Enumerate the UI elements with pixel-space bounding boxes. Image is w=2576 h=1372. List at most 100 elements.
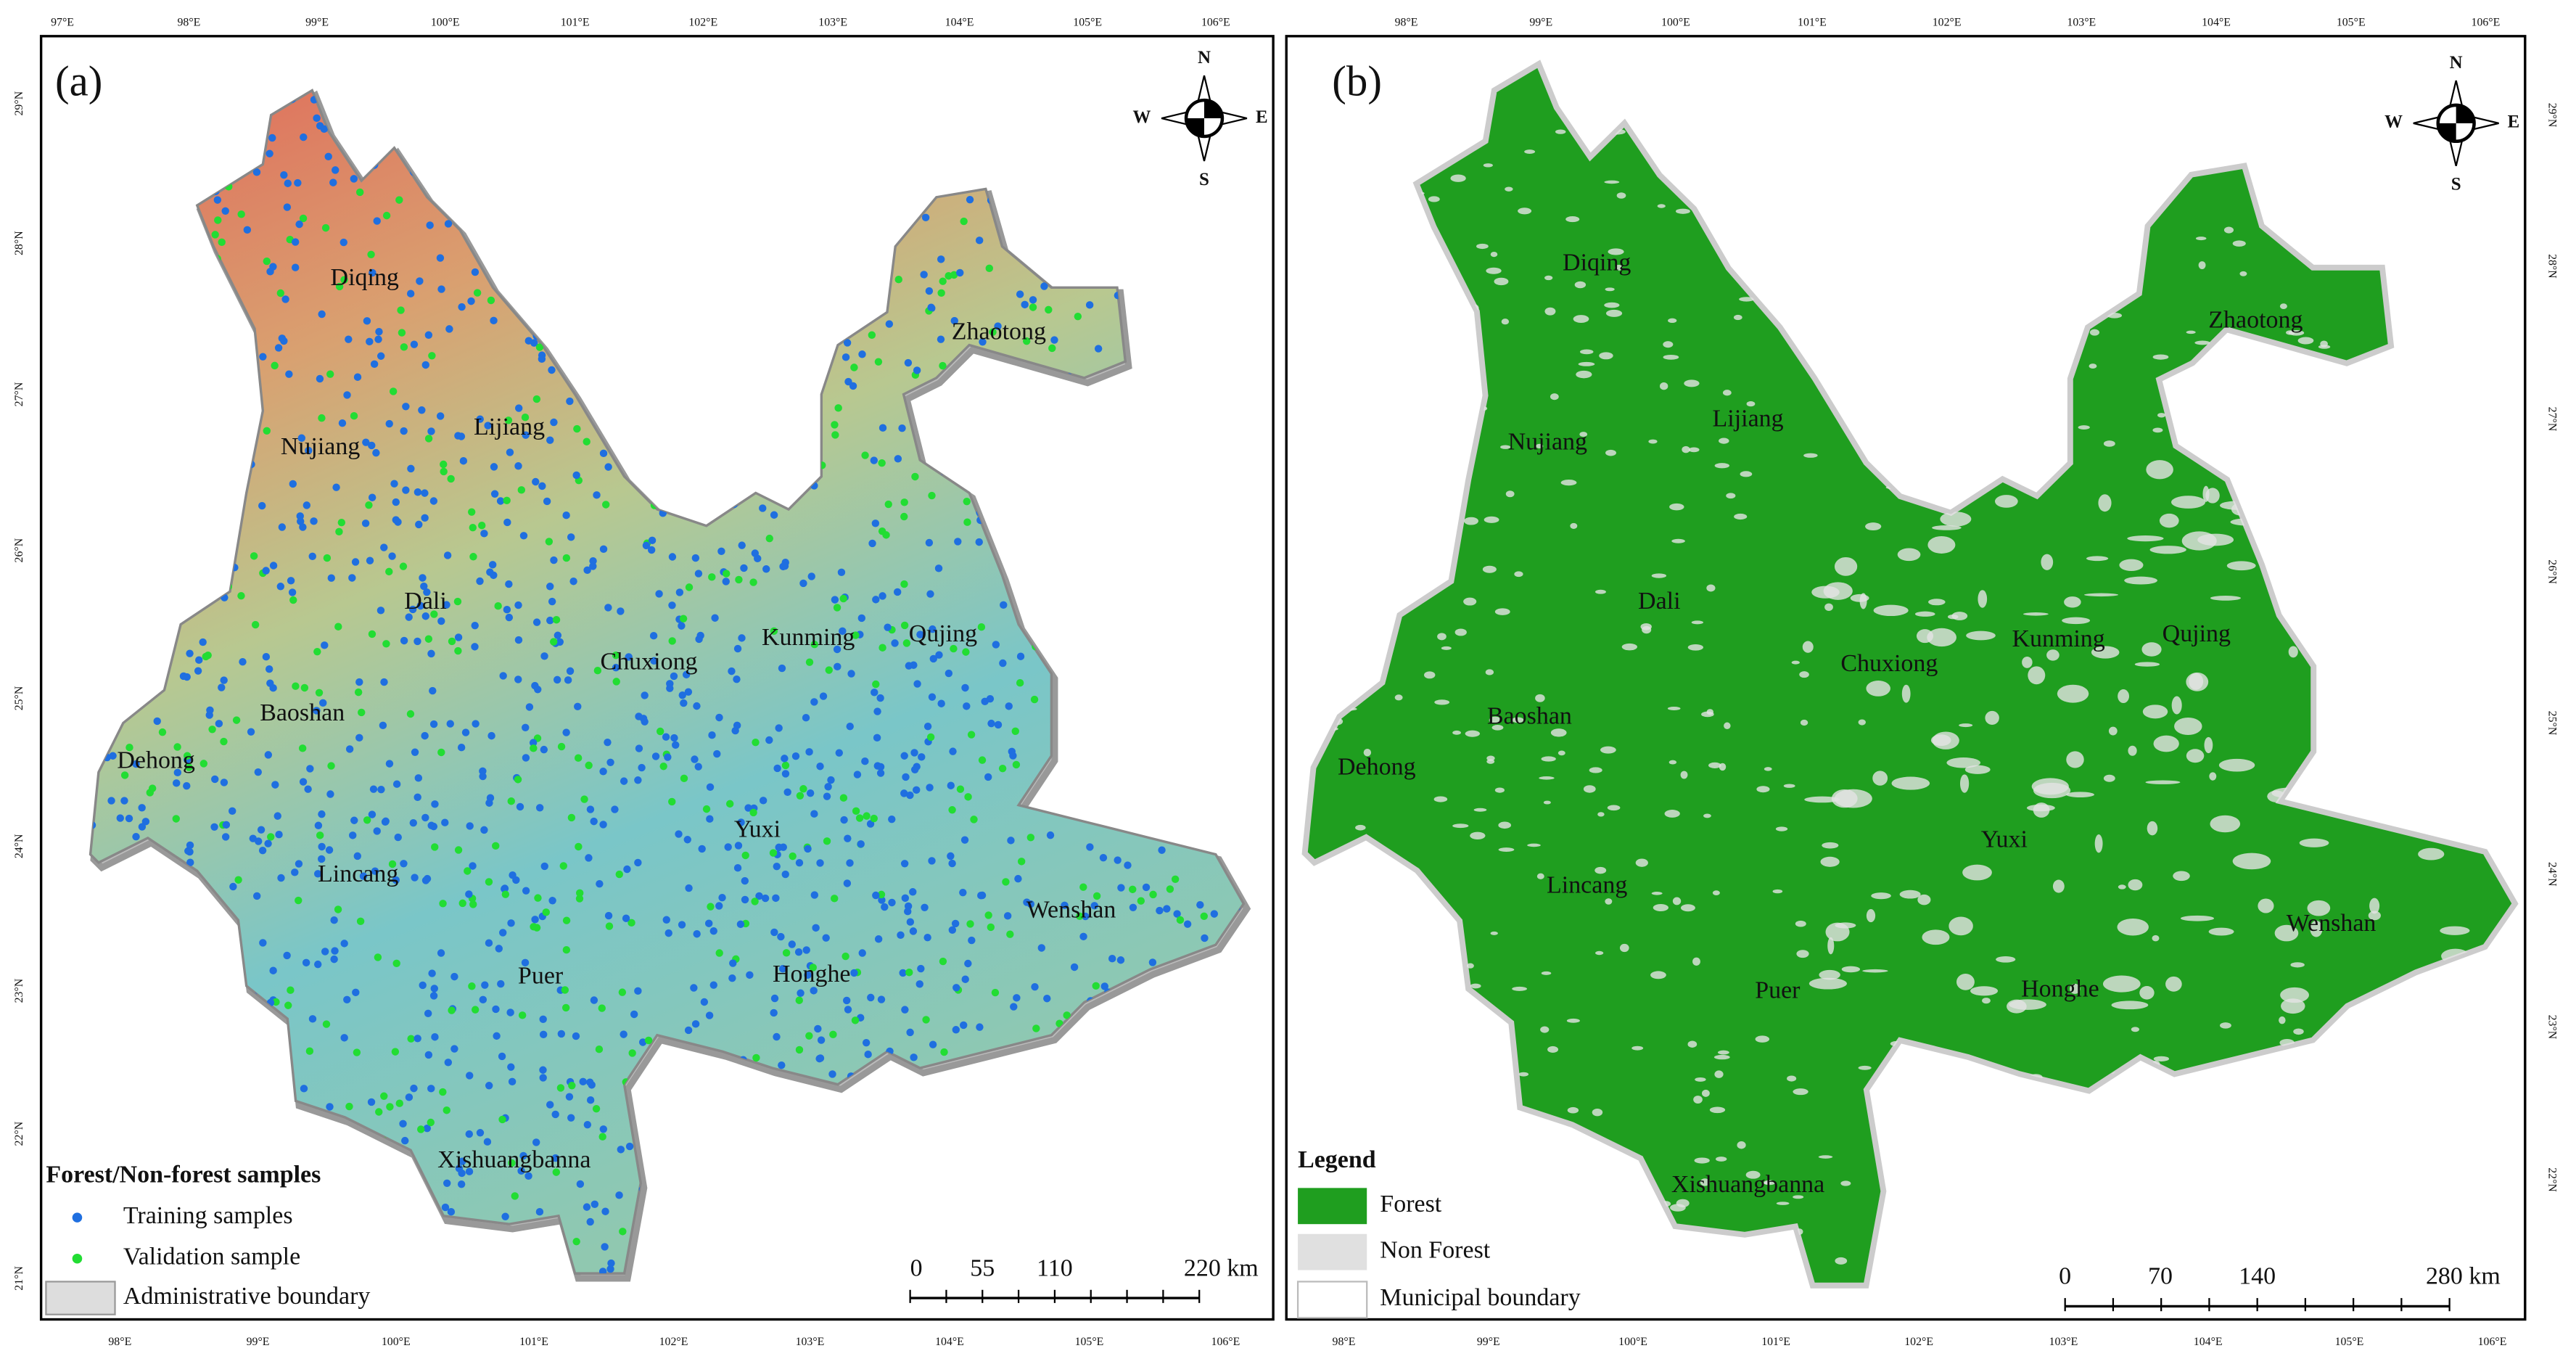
lat-tick-label: 24°N	[2546, 862, 2558, 887]
sample-dot	[833, 604, 841, 612]
non-forest	[2208, 927, 2234, 936]
sample-dot	[770, 511, 778, 519]
sample-dot	[1029, 303, 1037, 311]
sample-dot	[929, 625, 937, 633]
non-forest	[2293, 1028, 2304, 1035]
lon-tick-label: 105°E	[1075, 1336, 1104, 1348]
non-forest	[1932, 525, 1962, 530]
sample-dot	[427, 427, 435, 435]
sample-dot	[505, 613, 514, 622]
sample-dot	[585, 761, 593, 770]
sample-dot	[243, 226, 252, 234]
sample-dot	[421, 361, 429, 369]
non-forest	[2153, 735, 2179, 752]
non-forest	[1927, 628, 1956, 647]
lon-tick-label: 106°E	[2478, 1336, 2507, 1348]
sample-dot	[998, 764, 1007, 773]
sample-dot	[548, 366, 556, 374]
sample-dot	[303, 501, 311, 509]
sample-dot	[915, 980, 923, 988]
sample-dot	[532, 1138, 540, 1146]
sample-dot	[457, 743, 466, 752]
non-forest	[1452, 823, 1469, 829]
sample-dot	[878, 424, 887, 432]
sample-dot	[810, 698, 818, 706]
sample-dot	[650, 657, 658, 665]
lat-tick-label: 28°N	[13, 231, 25, 255]
sample-dot	[388, 552, 396, 560]
sample-dot	[548, 597, 556, 606]
lon-tick-label: 101°E	[1798, 16, 1827, 28]
sample-dot	[367, 1098, 376, 1106]
sample-dot	[843, 339, 852, 347]
sample-dot	[805, 1032, 813, 1040]
sample-dot	[1050, 336, 1058, 344]
non-forest	[1494, 608, 1510, 615]
sample-dot	[607, 1259, 615, 1268]
sample-dot	[831, 596, 839, 604]
sample-dot	[773, 862, 781, 871]
sample-dot	[708, 573, 716, 581]
sample-dot	[788, 940, 797, 948]
sample-dot	[779, 843, 788, 851]
non-forest	[1394, 694, 1403, 701]
sample-dot	[740, 564, 748, 572]
sample-dot	[882, 531, 890, 539]
sample-dot	[509, 871, 517, 879]
sample-dot	[858, 350, 866, 358]
sample-dot	[893, 588, 902, 596]
non-forest	[1605, 898, 1613, 905]
non-forest	[1680, 771, 1688, 779]
sample-dot	[478, 522, 486, 530]
sample-dot	[605, 922, 614, 930]
non-forest	[1734, 513, 1748, 520]
sample-dot	[194, 667, 202, 675]
sample-dot	[514, 776, 522, 784]
sample-dot	[1043, 995, 1051, 1003]
sample-dot	[356, 917, 365, 926]
sample-dot	[444, 1059, 453, 1067]
sample-dot	[831, 431, 839, 439]
non-forest	[1985, 710, 1999, 725]
sample-dot	[668, 601, 676, 609]
non-forest	[1858, 719, 1866, 726]
legend-label: Validation sample	[123, 1244, 300, 1270]
sample-dot	[751, 549, 760, 557]
sample-dot	[313, 707, 321, 715]
sample-dot	[773, 1032, 781, 1041]
sample-dot	[353, 852, 362, 860]
sample-dot	[266, 149, 273, 157]
non-forest	[2440, 926, 2470, 935]
non-forest	[1524, 149, 1536, 154]
sample-dot	[318, 842, 326, 851]
sample-dot	[778, 664, 786, 673]
sample-dot	[398, 329, 406, 337]
sample-dot	[611, 805, 619, 813]
sample-dot	[850, 363, 858, 371]
sample-dot	[802, 946, 810, 954]
sample-dot	[490, 490, 499, 498]
sample-dot	[353, 1048, 361, 1056]
sample-dot	[954, 538, 962, 546]
sample-dot	[855, 814, 864, 822]
sample-dot	[280, 171, 288, 179]
non-forest	[1799, 671, 1809, 678]
non-forest	[1355, 824, 1366, 831]
non-forest	[2041, 554, 2054, 570]
sample-dot	[620, 777, 628, 785]
sample-dot	[269, 562, 278, 570]
non-forest	[2086, 556, 2109, 562]
sample-dot	[573, 424, 581, 433]
non-forest	[2145, 780, 2181, 784]
lon-tick-label: 103°E	[818, 16, 847, 28]
non-forest	[1671, 538, 1685, 543]
sample-dot	[371, 867, 379, 875]
panel-label: (b)	[1332, 57, 1382, 104]
non-forest	[1578, 361, 1595, 366]
sample-dot	[447, 475, 455, 483]
sample-dot	[424, 1009, 432, 1018]
non-forest	[1489, 716, 1502, 724]
sample-dot	[599, 768, 607, 776]
sample-dot	[125, 814, 133, 823]
sample-dot	[532, 395, 541, 403]
